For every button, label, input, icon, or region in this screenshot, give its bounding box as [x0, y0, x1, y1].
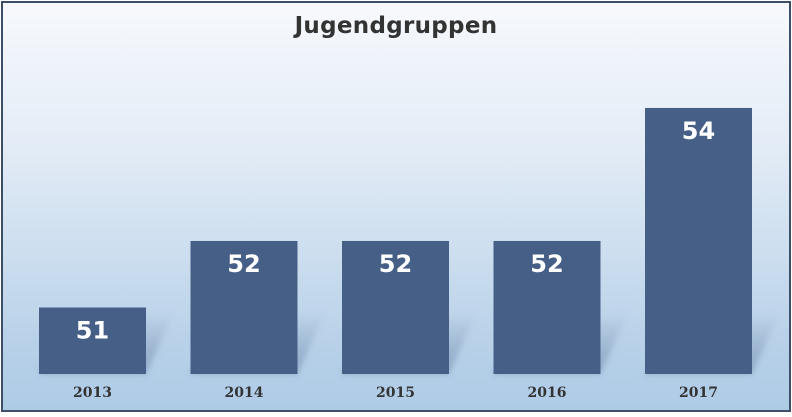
data-label-2016: 52 [530, 250, 563, 278]
data-label-2017: 54 [682, 117, 715, 145]
chart-title: Jugendgruppen [294, 13, 498, 39]
category-label-2017: 2017 [679, 385, 718, 401]
data-label-2014: 52 [227, 250, 260, 278]
bar-2013 [39, 307, 146, 374]
category-label-2016: 2016 [528, 385, 567, 401]
category-label-2015: 2015 [376, 385, 415, 401]
category-label-2014: 2014 [225, 385, 264, 401]
bar-2014 [190, 240, 298, 374]
category-label-2013: 2013 [73, 385, 112, 401]
bar-chart: 51 52 52 52 54 2013 2014 2015 2016 2017 [39, 107, 780, 401]
data-label-2013: 51 [76, 316, 109, 344]
bar-2015 [342, 240, 449, 374]
bar-2017 [645, 107, 752, 374]
bar-2016 [493, 240, 601, 374]
data-label-2015: 52 [379, 250, 412, 278]
